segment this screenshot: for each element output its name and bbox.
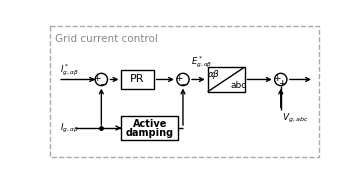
Text: $E^*_{g,\alpha\beta}$: $E^*_{g,\alpha\beta}$ <box>192 55 213 70</box>
Text: −: − <box>180 79 188 88</box>
Text: +: + <box>278 79 285 88</box>
Text: $I_{g,\alpha\beta}$: $I_{g,\alpha\beta}$ <box>60 121 78 134</box>
Text: PR: PR <box>130 74 145 85</box>
FancyBboxPatch shape <box>208 67 244 92</box>
FancyBboxPatch shape <box>121 116 178 140</box>
Text: $V_{g,abc}$: $V_{g,abc}$ <box>282 112 309 125</box>
Text: damping: damping <box>126 128 174 138</box>
Text: Active: Active <box>133 119 167 129</box>
Text: $\alpha\beta$: $\alpha\beta$ <box>207 68 220 81</box>
Text: Grid current control: Grid current control <box>55 34 158 44</box>
FancyBboxPatch shape <box>121 70 154 89</box>
Text: +: + <box>175 74 183 83</box>
Text: +: + <box>273 74 280 83</box>
Text: +: + <box>93 74 101 83</box>
Text: $I^*_{g,\alpha\beta}$: $I^*_{g,\alpha\beta}$ <box>60 62 78 78</box>
Text: −: − <box>99 79 106 88</box>
Text: abc: abc <box>230 81 247 90</box>
